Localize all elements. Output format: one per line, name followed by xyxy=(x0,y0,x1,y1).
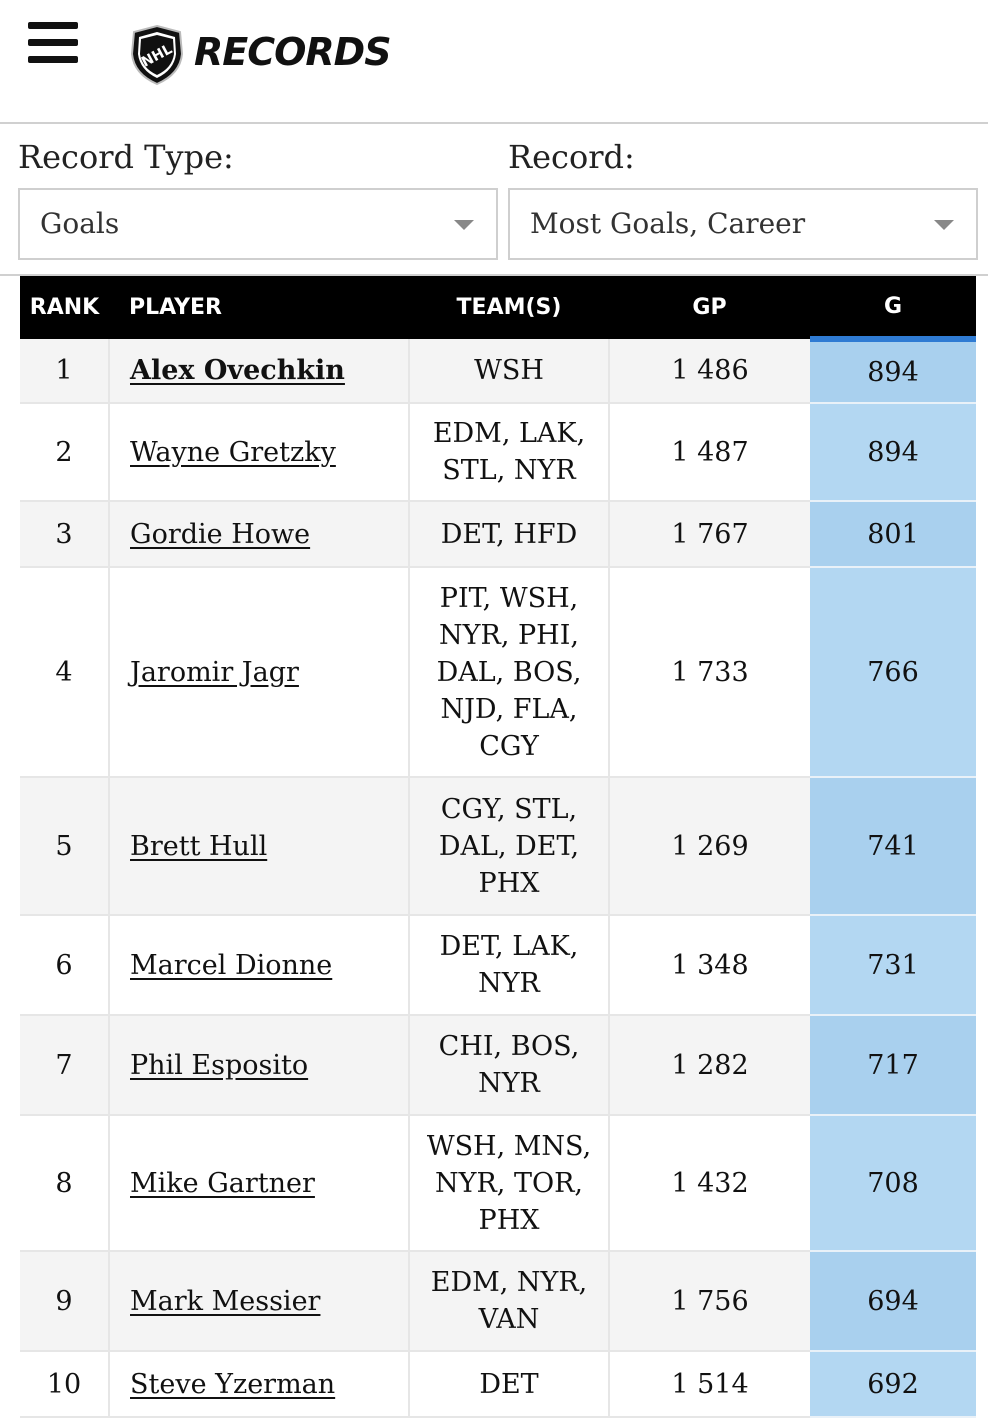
gp-cell: 1 756 xyxy=(609,1251,810,1352)
player-cell: Wayne Gretzky xyxy=(109,403,410,502)
rank-cell: 9 xyxy=(20,1251,110,1352)
gp-cell: 1 487 xyxy=(609,403,810,502)
rank-cell: 1 xyxy=(20,339,110,404)
table-row: 8 Mike Gartner WSH, MNS, NYR, TOR, PHX 1 432 7… xyxy=(20,1115,976,1252)
col-header-g[interactable]: G xyxy=(810,276,976,342)
brand-title[interactable]: RECORDS xyxy=(194,30,392,74)
record-label: Record: xyxy=(508,138,635,176)
player-link[interactable]: Mark Messier xyxy=(130,1285,321,1317)
teams-cell: CHI, BOS, NYR xyxy=(409,1015,610,1116)
table-row: 9 Mark Messier EDM, NYR, VAN 1 756 694 xyxy=(20,1251,976,1352)
gp-cell: 1 514 xyxy=(609,1351,810,1418)
player-link[interactable]: Marcel Dionne xyxy=(130,949,333,981)
table-header-row: RANK PLAYER TEAM(S) GP G xyxy=(20,276,976,342)
record-value: Most Goals, Career xyxy=(530,207,806,240)
teams-cell: PIT, WSH, NYR, PHI, DAL, BOS, NJD, FLA, CGY xyxy=(409,567,610,778)
player-cell: Mark Messier xyxy=(109,1251,410,1352)
player-cell: Mike Gartner xyxy=(109,1115,410,1252)
gp-cell: 1 282 xyxy=(609,1015,810,1116)
table-row: 4 Jaromir Jagr PIT, WSH, NYR, PHI, DAL, BOS,… xyxy=(20,567,976,778)
col-header-rank[interactable]: RANK xyxy=(20,276,109,339)
g-cell: 766 xyxy=(810,567,976,778)
rank-cell: 8 xyxy=(20,1115,110,1252)
player-cell: Gordie Howe xyxy=(109,501,410,568)
player-cell: Alex Ovechkin xyxy=(109,339,410,404)
col-header-gp[interactable]: GP xyxy=(609,276,810,339)
rank-cell: 6 xyxy=(20,915,110,1016)
g-cell: 894 xyxy=(810,339,976,404)
player-link[interactable]: Wayne Gretzky xyxy=(130,436,336,468)
player-cell: Marcel Dionne xyxy=(109,915,410,1016)
g-cell: 708 xyxy=(810,1115,976,1252)
record-type-label: Record Type: xyxy=(18,138,234,176)
table-row: 6 Marcel Dionne DET, LAK, NYR 1 348 731 xyxy=(20,915,976,1016)
player-link[interactable]: Alex Ovechkin xyxy=(130,355,345,386)
teams-cell: DET xyxy=(409,1351,610,1418)
player-link[interactable]: Phil Esposito xyxy=(130,1049,309,1081)
g-cell: 894 xyxy=(810,403,976,502)
col-header-teams[interactable]: TEAM(S) xyxy=(409,276,609,339)
table-row: 5 Brett Hull CGY, STL, DAL, DET, PHX 1 269 741 xyxy=(20,777,976,916)
table-row: 3 Gordie Howe DET, HFD 1 767 801 xyxy=(20,501,976,568)
player-link[interactable]: Brett Hull xyxy=(130,830,268,862)
table-row: 7 Phil Esposito CHI, BOS, NYR 1 282 717 xyxy=(20,1015,976,1116)
teams-cell: EDM, NYR, VAN xyxy=(409,1251,610,1352)
player-link[interactable]: Steve Yzerman xyxy=(130,1368,336,1400)
rank-cell: 2 xyxy=(20,403,110,502)
chevron-down-icon xyxy=(454,220,474,230)
player-link[interactable]: Gordie Howe xyxy=(130,518,311,550)
record-select[interactable]: Most Goals, Career xyxy=(508,188,978,260)
teams-cell: DET, HFD xyxy=(409,501,610,568)
teams-cell: WSH xyxy=(409,339,610,404)
records-table: RANK PLAYER TEAM(S) GP G 1 Alex Ovechkin W… xyxy=(20,276,976,1418)
gp-cell: 1 767 xyxy=(609,501,810,568)
rank-cell: 10 xyxy=(20,1351,110,1418)
chevron-down-icon xyxy=(934,220,954,230)
player-link[interactable]: Jaromir Jagr xyxy=(130,656,299,688)
g-cell: 692 xyxy=(810,1351,976,1418)
g-cell: 741 xyxy=(810,777,976,916)
table-row: 1 Alex Ovechkin WSH 1 486 894 xyxy=(20,339,976,404)
player-cell: Brett Hull xyxy=(109,777,410,916)
app-header: NHL RECORDS xyxy=(0,0,988,124)
player-cell: Steve Yzerman xyxy=(109,1351,410,1418)
table-row: 2 Wayne Gretzky EDM, LAK, STL, NYR 1 487 894 xyxy=(20,403,976,502)
teams-cell: WSH, MNS, NYR, TOR, PHX xyxy=(409,1115,610,1252)
gp-cell: 1 269 xyxy=(609,777,810,916)
nhl-logo-icon[interactable]: NHL xyxy=(128,24,186,86)
teams-cell: DET, LAK, NYR xyxy=(409,915,610,1016)
teams-cell: CGY, STL, DAL, DET, PHX xyxy=(409,777,610,916)
g-cell: 731 xyxy=(810,915,976,1016)
gp-cell: 1 348 xyxy=(609,915,810,1016)
g-cell: 694 xyxy=(810,1251,976,1352)
rank-cell: 3 xyxy=(20,501,110,568)
player-cell: Jaromir Jagr xyxy=(109,567,410,778)
g-cell: 717 xyxy=(810,1015,976,1116)
col-header-player[interactable]: PLAYER xyxy=(109,276,409,339)
g-cell: 801 xyxy=(810,501,976,568)
rank-cell: 4 xyxy=(20,567,110,778)
gp-cell: 1 432 xyxy=(609,1115,810,1252)
rank-cell: 5 xyxy=(20,777,110,916)
teams-cell: EDM, LAK, STL, NYR xyxy=(409,403,610,502)
player-cell: Phil Esposito xyxy=(109,1015,410,1116)
gp-cell: 1 486 xyxy=(609,339,810,404)
record-type-select[interactable]: Goals xyxy=(18,188,498,260)
filters-bar: Record Type: Goals Record: Most Goals, C… xyxy=(0,124,988,276)
rank-cell: 7 xyxy=(20,1015,110,1116)
gp-cell: 1 733 xyxy=(609,567,810,778)
player-link[interactable]: Mike Gartner xyxy=(130,1167,315,1199)
table-body: 1 Alex Ovechkin WSH 1 486 894 2 Wayne Gretzky E… xyxy=(20,339,976,1418)
menu-icon[interactable] xyxy=(28,22,78,64)
table-row: 10 Steve Yzerman DET 1 514 692 xyxy=(20,1351,976,1418)
record-type-value: Goals xyxy=(40,207,120,240)
